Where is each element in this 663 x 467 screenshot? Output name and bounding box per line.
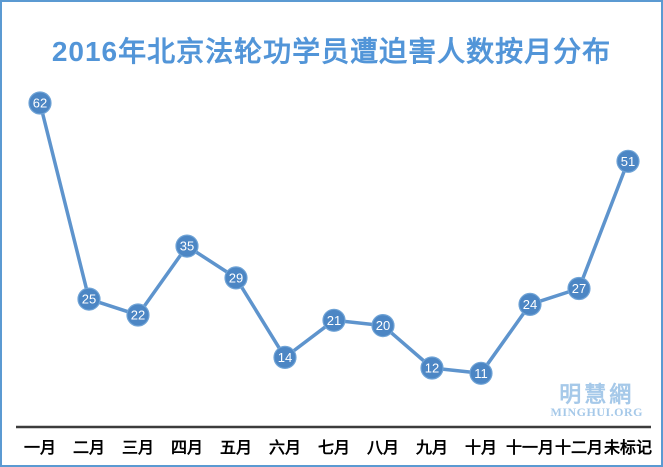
x-axis-label: 十月 [465, 438, 497, 457]
data-point-label: 14 [278, 350, 292, 365]
data-point [322, 308, 346, 332]
data-point [616, 149, 640, 173]
data-point [518, 292, 542, 316]
data-point [273, 345, 297, 369]
data-point-label: 21 [327, 313, 341, 328]
x-axis-label: 十一月 [506, 438, 554, 457]
x-axis-label: 一月 [24, 439, 56, 457]
data-point [175, 234, 199, 258]
series-line [38, 101, 630, 376]
data-point [420, 356, 444, 380]
data-point [77, 287, 101, 311]
chart-title: 2016年北京法轮功学员遭迫害人数按月分布 [51, 36, 612, 67]
x-axis-label: 二月 [73, 439, 105, 457]
x-axis-label: 未标记 [603, 438, 652, 457]
x-axis-label: 九月 [415, 439, 448, 457]
x-axis-label: 三月 [122, 439, 154, 457]
data-point-label: 12 [425, 361, 439, 376]
data-point-label: 11 [474, 366, 488, 381]
x-axis-label: 十二月 [555, 438, 603, 457]
data-point-label: 62 [33, 96, 47, 111]
data-point-label: 29 [229, 270, 243, 285]
data-point-label: 25 [82, 292, 96, 307]
data-point [567, 276, 591, 301]
data-point-label: 20 [376, 318, 390, 333]
data-point [371, 314, 395, 338]
data-point-label: 22 [131, 308, 145, 323]
data-point [469, 361, 493, 385]
data-point [126, 303, 150, 327]
x-axis-label: 六月 [269, 438, 301, 457]
x-axis-label: 四月 [171, 439, 203, 457]
x-axis-label: 五月 [220, 439, 252, 457]
data-point-label: 51 [621, 154, 635, 169]
data-point [224, 266, 248, 290]
data-point-label: 27 [572, 281, 586, 296]
data-point-label: 35 [180, 239, 194, 254]
data-point-label: 24 [523, 297, 537, 312]
x-axis-label: 八月 [366, 439, 399, 457]
x-axis-label: 七月 [318, 439, 350, 457]
data-point [28, 91, 52, 115]
